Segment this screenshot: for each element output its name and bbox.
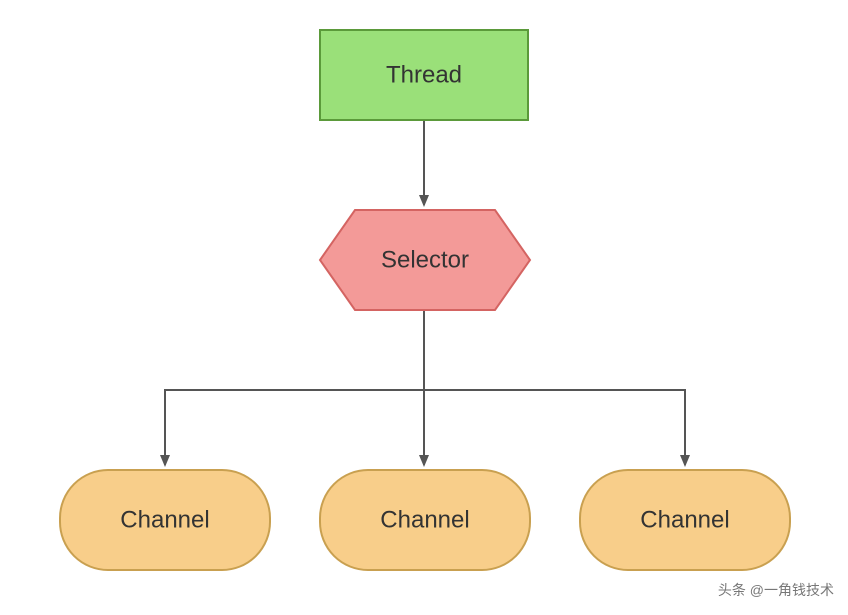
node-label-selector: Selector [381, 247, 469, 274]
node-label-channel2: Channel [380, 507, 469, 534]
diagram-canvas: Thread Selector Channel Channel Channel [0, 0, 848, 610]
node-thread: Thread [320, 30, 528, 120]
node-channel1: Channel [60, 470, 270, 570]
node-selector: Selector [320, 210, 530, 310]
watermark-text: 头条 @一角钱技术 [718, 580, 834, 600]
node-channel2: Channel [320, 470, 530, 570]
node-label-channel3: Channel [640, 507, 729, 534]
node-channel3: Channel [580, 470, 790, 570]
node-label-thread: Thread [386, 62, 462, 89]
edge-selector-channel3 [424, 310, 685, 465]
node-label-channel1: Channel [120, 507, 209, 534]
edge-selector-channel1 [165, 310, 424, 465]
